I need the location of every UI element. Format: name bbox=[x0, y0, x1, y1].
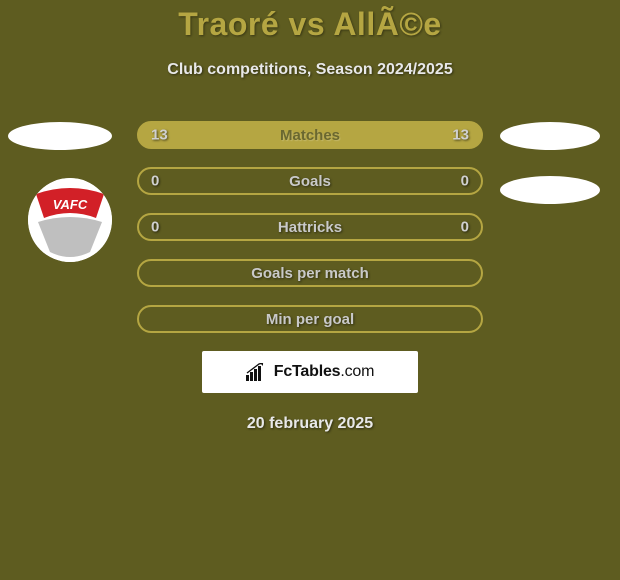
stat-left-value: 0 bbox=[151, 173, 159, 190]
brand-suffix: .com bbox=[340, 363, 374, 380]
player-right-placeholder-mid bbox=[500, 176, 600, 204]
svg-text:VAFC: VAFC bbox=[53, 197, 88, 212]
stat-label: Min per goal bbox=[266, 311, 354, 328]
stat-right-value: 0 bbox=[461, 173, 469, 190]
page-title: Traoré vs AllÃ©e bbox=[0, 0, 620, 43]
vafc-logo-icon: VAFC bbox=[28, 178, 112, 262]
page-subtitle: Club competitions, Season 2024/2025 bbox=[0, 61, 620, 79]
stat-row-min-per-goal: Min per goal bbox=[137, 305, 483, 333]
brand-text: FcTables.com bbox=[274, 363, 374, 381]
stat-row-matches: 13 Matches 13 bbox=[137, 121, 483, 149]
snapshot-date: 20 february 2025 bbox=[0, 415, 620, 433]
club-badge-left: VAFC bbox=[28, 178, 112, 262]
stat-right-value: 0 bbox=[461, 219, 469, 236]
stat-label: Hattricks bbox=[278, 219, 342, 236]
stat-label: Matches bbox=[280, 127, 340, 144]
brand-prefix: Fc bbox=[274, 363, 292, 380]
brand-main: Tables bbox=[292, 363, 340, 380]
comparison-stats: 13 Matches 13 0 Goals 0 0 Hattricks 0 Go… bbox=[137, 121, 483, 333]
brand-attribution[interactable]: FcTables.com bbox=[202, 351, 418, 393]
bar-chart-icon bbox=[246, 363, 268, 381]
stat-label: Goals bbox=[289, 173, 331, 190]
stat-left-value: 13 bbox=[151, 127, 168, 144]
stat-left-value: 0 bbox=[151, 219, 159, 236]
stat-label: Goals per match bbox=[251, 265, 369, 282]
stat-row-hattricks: 0 Hattricks 0 bbox=[137, 213, 483, 241]
player-right-placeholder-top bbox=[500, 122, 600, 150]
stat-row-goals-per-match: Goals per match bbox=[137, 259, 483, 287]
player-left-placeholder-top bbox=[8, 122, 112, 150]
stat-right-value: 13 bbox=[452, 127, 469, 144]
stat-row-goals: 0 Goals 0 bbox=[137, 167, 483, 195]
